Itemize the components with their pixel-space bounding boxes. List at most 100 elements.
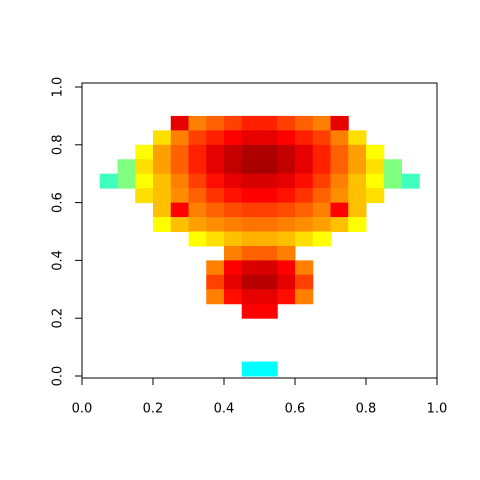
heat-cell bbox=[135, 144, 154, 160]
heat-cell bbox=[224, 188, 243, 204]
heat-cell bbox=[206, 115, 225, 131]
y-tick-label: 0.6 bbox=[51, 192, 66, 213]
x-tick-label: 0.8 bbox=[356, 402, 377, 417]
heat-cell bbox=[224, 260, 243, 276]
heat-cell bbox=[277, 274, 296, 290]
heat-cell bbox=[312, 144, 331, 160]
heat-cell bbox=[295, 289, 314, 305]
heat-cell bbox=[348, 173, 367, 189]
heat-cell bbox=[241, 361, 260, 377]
heat-cell bbox=[170, 217, 189, 232]
heat-cell bbox=[312, 217, 331, 232]
heat-cell bbox=[259, 260, 278, 276]
heat-cell bbox=[295, 202, 314, 218]
heat-cell bbox=[188, 173, 207, 189]
heat-cell bbox=[224, 217, 243, 232]
heat-cell bbox=[348, 159, 367, 175]
heat-cell bbox=[241, 245, 260, 261]
heat-cell bbox=[366, 188, 385, 204]
heat-cell bbox=[312, 173, 331, 189]
heat-cell bbox=[170, 188, 189, 204]
heat-cell bbox=[153, 130, 172, 146]
heat-cell bbox=[366, 144, 385, 160]
heat-cell bbox=[330, 130, 349, 146]
heat-cell bbox=[383, 173, 402, 189]
heat-cell bbox=[348, 188, 367, 204]
heat-cell bbox=[259, 173, 278, 189]
heat-cell bbox=[117, 173, 136, 189]
heat-cell bbox=[259, 361, 278, 377]
heat-cell bbox=[170, 173, 189, 189]
heat-cell bbox=[241, 303, 260, 319]
heat-cell bbox=[295, 231, 314, 247]
heat-cell bbox=[295, 130, 314, 146]
heat-cell bbox=[153, 217, 172, 232]
heat-cell bbox=[188, 202, 207, 218]
heat-cell bbox=[277, 289, 296, 305]
heat-cell bbox=[330, 188, 349, 204]
heat-cell bbox=[277, 159, 296, 175]
heat-cell bbox=[241, 188, 260, 204]
heat-cell bbox=[259, 217, 278, 232]
heat-cell bbox=[117, 159, 136, 175]
heat-cell bbox=[224, 274, 243, 290]
heat-cell bbox=[259, 245, 278, 261]
y-tick-label: 0.0 bbox=[51, 366, 66, 387]
heat-cell bbox=[277, 173, 296, 189]
heat-cell bbox=[330, 144, 349, 160]
heat-cell bbox=[188, 159, 207, 175]
heat-cell bbox=[188, 188, 207, 204]
heat-cell bbox=[330, 115, 349, 131]
heat-cell bbox=[330, 159, 349, 175]
heat-cell bbox=[259, 159, 278, 175]
heat-cell bbox=[188, 217, 207, 232]
heat-cell bbox=[277, 144, 296, 160]
heat-cell bbox=[295, 188, 314, 204]
heat-cell bbox=[170, 144, 189, 160]
heat-cell bbox=[277, 217, 296, 232]
heat-cell bbox=[259, 115, 278, 131]
heat-cell bbox=[153, 159, 172, 175]
heat-cell bbox=[206, 188, 225, 204]
heat-cell bbox=[224, 202, 243, 218]
heat-cell bbox=[241, 260, 260, 276]
heat-cell bbox=[295, 173, 314, 189]
heat-cell bbox=[295, 115, 314, 131]
heatmap bbox=[99, 115, 420, 377]
heat-cell bbox=[99, 173, 118, 189]
y-tick-label: 1.0 bbox=[51, 77, 66, 98]
heat-cell bbox=[170, 130, 189, 146]
x-tick-label: 0.4 bbox=[214, 402, 235, 417]
heat-cell bbox=[259, 231, 278, 247]
heat-cell bbox=[259, 130, 278, 146]
heat-cell bbox=[259, 274, 278, 290]
heat-cell bbox=[135, 159, 154, 175]
heat-cell bbox=[188, 115, 207, 131]
heat-cell bbox=[312, 130, 331, 146]
heat-cell bbox=[312, 202, 331, 218]
heat-cell bbox=[366, 173, 385, 189]
heat-cell bbox=[348, 217, 367, 232]
heat-cell bbox=[170, 115, 189, 131]
heat-cell bbox=[277, 260, 296, 276]
heat-cell bbox=[259, 303, 278, 319]
x-tick-label: 1.0 bbox=[427, 402, 448, 417]
heat-cell bbox=[224, 130, 243, 146]
heat-cell bbox=[206, 231, 225, 247]
heat-cell bbox=[259, 202, 278, 218]
x-tick-label: 0.2 bbox=[143, 402, 164, 417]
heat-cell bbox=[241, 144, 260, 160]
heat-cell bbox=[312, 231, 331, 247]
heat-cell bbox=[241, 173, 260, 189]
heat-cell bbox=[206, 202, 225, 218]
heat-cell bbox=[224, 245, 243, 261]
heat-cell bbox=[241, 217, 260, 232]
heat-cell bbox=[224, 144, 243, 160]
heat-cell bbox=[277, 202, 296, 218]
heat-cell bbox=[224, 115, 243, 131]
heat-cell bbox=[153, 188, 172, 204]
heat-cell bbox=[135, 173, 154, 189]
heat-cell bbox=[277, 245, 296, 261]
heat-cell bbox=[188, 144, 207, 160]
